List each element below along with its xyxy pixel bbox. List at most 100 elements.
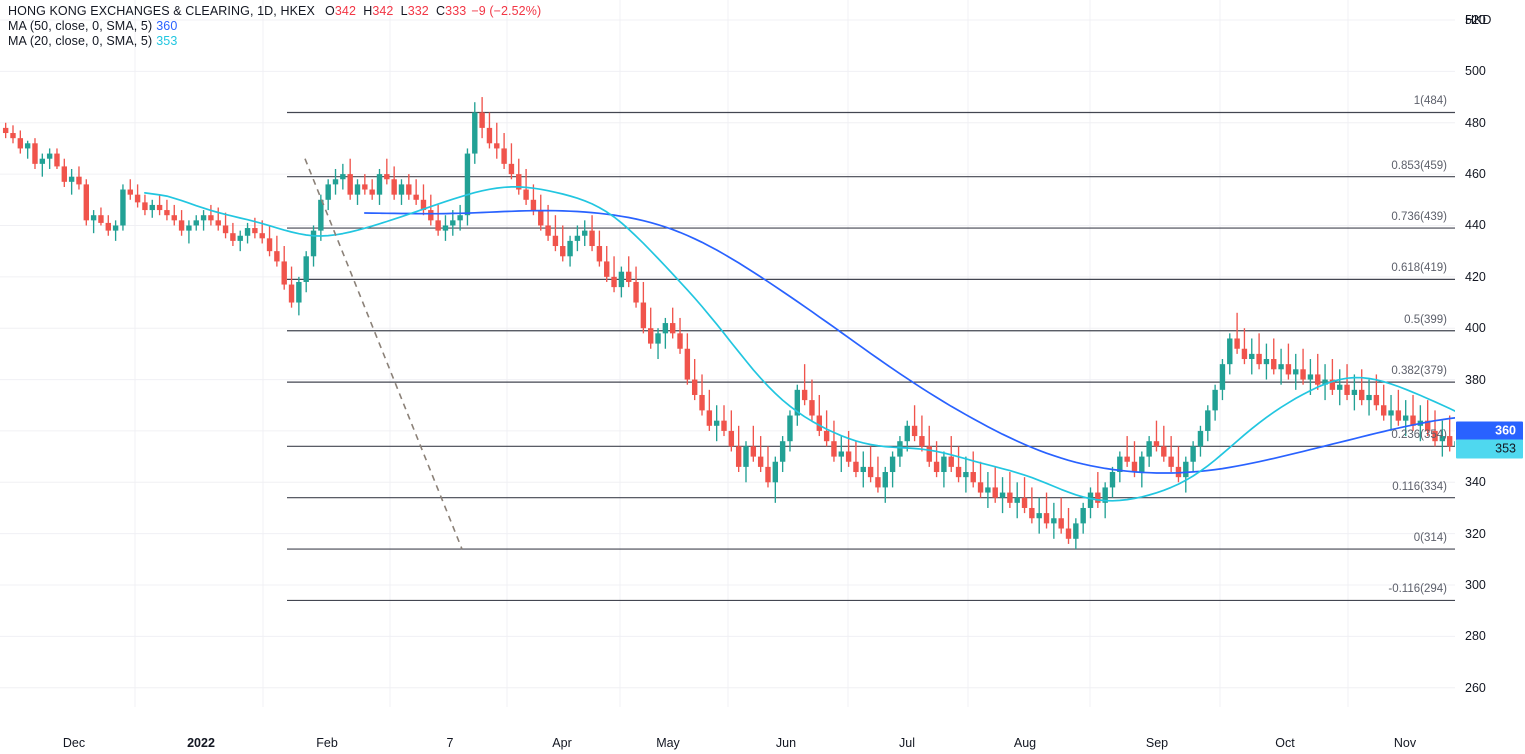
candle-body [457,215,463,221]
legend-ma20-value: 353 [156,34,178,48]
candle-body [1205,410,1211,431]
price-axis-tick: 380 [1465,372,1486,387]
candle-body [889,456,896,473]
candle-body [743,446,749,467]
candle-body [596,246,603,262]
candle-body [853,461,859,473]
candle-body [369,189,375,195]
price-axis[interactable]: HKD 520 500 480 460 440 420 400 380 360 340 320 300… [1455,0,1525,707]
candle-body [237,235,243,241]
candle-body [200,215,207,221]
candle-body [823,430,830,442]
candle-body [112,225,119,231]
ma50-line [363,209,1455,474]
candle-body [318,199,324,231]
legend-ma50-row[interactable]: MA (50, close, 0, SMA, 5) 360 [8,19,541,34]
candle-body [677,333,683,349]
candle-body [538,210,544,226]
price-axis-tick: 440 [1465,218,1486,233]
candle-body [699,394,705,411]
candle-body [486,127,493,144]
fib-retracement [287,111,1455,602]
candle-body [1234,338,1240,349]
price-axis-tick: 500 [1465,64,1486,79]
time-axis-tick: Oct [1275,736,1295,750]
price-axis-tick: 300 [1465,578,1486,592]
chart-canvas[interactable]: 1(484) 0.853(459) 0.736(439) 0.618(419) 0.5(… [0,0,1455,707]
ma50-price-badge[interactable]: 360 [1456,421,1523,441]
fib-level-label: 0.736(439) [1391,211,1447,224]
legend-ohlc: O342 H342 L332 C333 [321,4,466,18]
candle-body [413,194,419,200]
candle-body [266,238,273,252]
candle-body [992,487,998,498]
time-axis-tick: Jul [899,736,915,750]
candle-body [1293,369,1299,375]
candle-body [508,163,515,175]
candle-body [801,389,808,401]
price-axis-tick: 280 [1465,629,1486,644]
time-axis-tick: May [656,736,680,750]
candle-body [1124,456,1130,462]
candle-body [10,133,16,139]
candle-body [1139,456,1145,473]
candle-body [604,261,610,277]
grid-lines [0,0,1455,707]
fib-level-label: 0.382(379) [1391,365,1447,378]
candle-body [193,220,199,226]
candle-body [501,148,507,164]
legend-symbol: HONG KONG EXCHANGES & CLEARING [8,4,250,18]
candle-body [919,436,925,447]
time-axis-tick: Dec [62,736,86,750]
candle-body [354,184,361,195]
candle-body [1080,507,1086,524]
candle-body [156,204,163,211]
candle-body [713,420,720,426]
candle-body [1014,497,1020,503]
ma20-price-badge[interactable]: 353 [1456,439,1523,459]
time-axis-tick: 7 [446,736,454,750]
candle-body [926,446,932,462]
chart-legend: HONG KONG EXCHANGES & CLEARING, 1D, HKEX… [8,4,541,49]
candle-body [230,233,236,241]
candle-body [464,153,471,216]
candle-body [757,456,764,467]
candle-body [882,472,888,488]
time-axis[interactable]: Dec 2022 Feb 7 Apr May Jun Jul Aug Sep Oct Nov [0,707,1525,754]
candle-body [1249,353,1255,360]
candle-body [589,230,595,247]
candle-body [178,220,185,231]
candle-body [772,461,779,483]
candle-body [582,230,588,236]
time-axis-tick: Sep [1145,736,1169,750]
legend-ma20-row[interactable]: MA (20, close, 0, SMA, 5) 353 [8,34,541,49]
fib-level-label: 0.236(354) [1391,429,1447,442]
candle-body [560,246,566,257]
candle-body [1131,461,1138,473]
candle-body [39,158,46,164]
candlestick-chart [0,0,1455,707]
candle-body [662,323,669,334]
legend-interval: 1D [257,4,274,18]
candle-body [1454,441,1455,447]
candle-body [281,261,287,285]
ohlc-low-value: 332 [407,4,429,18]
candle-body [1227,338,1233,365]
price-axis-tick: 420 [1465,269,1486,284]
candle-body [1439,436,1446,442]
candle-body [1424,420,1431,431]
candle-body [963,472,969,478]
candle-body [1366,394,1372,401]
candle-body [897,441,903,457]
candle-body [640,302,647,329]
legend-symbol-row[interactable]: HONG KONG EXCHANGES & CLEARING, 1D, HKEX… [8,4,542,18]
candle-body [1446,436,1453,447]
candle-body [208,215,214,221]
candle-body [127,189,133,195]
price-axis-tick: 480 [1465,115,1486,130]
candle-body [1117,456,1123,473]
candle-body [1359,389,1365,401]
candle-body [691,379,698,395]
candle-body [252,228,258,234]
candle-body [1307,374,1314,380]
